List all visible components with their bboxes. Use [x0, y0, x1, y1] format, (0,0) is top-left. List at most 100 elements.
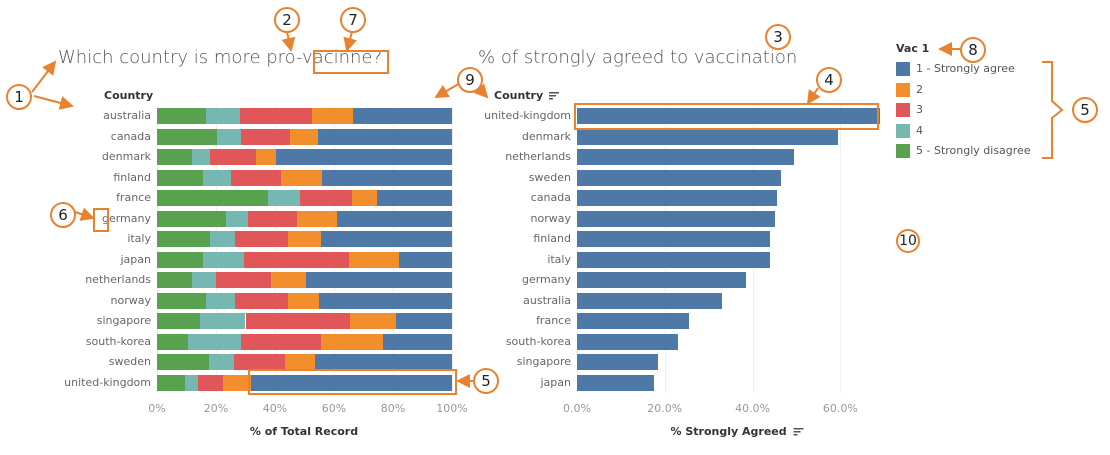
gridline [664, 106, 666, 393]
bar-segment[interactable] [270, 272, 306, 288]
bar-segment[interactable] [244, 251, 349, 268]
bar[interactable] [577, 272, 746, 288]
bar-segment[interactable] [223, 374, 252, 391]
bar-segment[interactable] [305, 272, 452, 288]
bar-segment[interactable] [376, 190, 452, 206]
bar-segment[interactable] [300, 190, 352, 206]
bar-segment[interactable] [157, 190, 268, 206]
left-row-header[interactable]: Country [104, 89, 154, 102]
bar-segment[interactable] [185, 374, 199, 391]
highlight-vacinne [313, 50, 389, 74]
sort-icon[interactable] [549, 90, 559, 103]
bar[interactable] [577, 292, 722, 309]
bar-segment[interactable] [320, 333, 383, 350]
bar-segment[interactable] [241, 128, 290, 145]
right-x-axis-title: % Strongly Agreed [670, 425, 787, 438]
bar-segment[interactable] [382, 333, 452, 350]
bar[interactable] [577, 374, 654, 391]
bar-segment[interactable] [157, 210, 227, 227]
bar-segment[interactable] [398, 251, 452, 268]
bar-segment[interactable] [233, 354, 286, 370]
bar-segment[interactable] [157, 313, 200, 329]
bar-segment[interactable] [157, 292, 206, 309]
annotation-10: 10 [896, 229, 920, 253]
bar-segment[interactable] [157, 272, 193, 288]
bar-segment[interactable] [317, 128, 452, 145]
bar-segment[interactable] [255, 149, 277, 165]
bar[interactable] [577, 210, 775, 227]
legend-label: 1 - Strongly agree [916, 62, 1015, 75]
bar-segment[interactable] [322, 169, 452, 186]
bar-segment[interactable] [353, 108, 452, 124]
bar-segment[interactable] [241, 333, 321, 350]
bar-segment[interactable] [235, 231, 289, 247]
category-label: norway [530, 211, 571, 225]
bar-segment[interactable] [230, 169, 281, 186]
bar[interactable] [577, 108, 880, 124]
bar-segment[interactable] [157, 354, 209, 370]
bar-segment[interactable] [208, 354, 234, 370]
bar-segment[interactable] [288, 292, 320, 309]
bar-segment[interactable] [199, 313, 246, 329]
bar-segment[interactable] [217, 128, 242, 145]
bar-segment[interactable] [311, 108, 354, 124]
bar-segment[interactable] [314, 354, 452, 370]
gridline [334, 106, 335, 393]
bar-segment[interactable] [157, 333, 188, 350]
bar[interactable] [577, 190, 777, 206]
bar-segment[interactable] [157, 108, 206, 124]
highlight-uk-blue-segment [248, 369, 457, 395]
bar-segment[interactable] [245, 313, 351, 329]
bar-segment[interactable] [192, 149, 211, 165]
bar-segment[interactable] [226, 210, 249, 227]
bar-segment[interactable] [350, 313, 396, 329]
annotation-1: 1 [6, 84, 32, 110]
bar-segment[interactable] [216, 272, 271, 288]
bar[interactable] [577, 231, 771, 247]
bar-segment[interactable] [205, 292, 236, 309]
sort-icon[interactable] [793, 426, 804, 439]
bar-segment[interactable] [235, 292, 289, 309]
bar-segment[interactable] [276, 149, 452, 165]
bar-segment[interactable] [157, 128, 218, 145]
bar[interactable] [577, 333, 678, 350]
bar[interactable] [577, 313, 689, 329]
bar-segment[interactable] [192, 272, 216, 288]
bar[interactable] [577, 251, 771, 268]
bar-segment[interactable] [202, 251, 245, 268]
bar[interactable] [577, 169, 782, 186]
bar-segment[interactable] [395, 313, 452, 329]
bar-segment[interactable] [157, 149, 193, 165]
bar-segment[interactable] [320, 231, 452, 247]
bar-segment[interactable] [348, 251, 399, 268]
bar-segment[interactable] [157, 251, 203, 268]
bar-segment[interactable] [336, 210, 452, 227]
bar-segment[interactable] [187, 333, 242, 350]
bar-segment[interactable] [210, 149, 256, 165]
bar-segment[interactable] [288, 231, 321, 247]
bar-segment[interactable] [285, 354, 315, 370]
bar-segment[interactable] [251, 374, 452, 391]
bar-segment[interactable] [267, 190, 301, 206]
bar-segment[interactable] [157, 169, 203, 186]
bar-segment[interactable] [210, 231, 236, 247]
bar-segment[interactable] [239, 108, 312, 124]
right-row-header[interactable]: Country [494, 89, 559, 103]
bar-segment[interactable] [289, 128, 318, 145]
bar-segment[interactable] [198, 374, 224, 391]
bar-segment[interactable] [202, 169, 231, 186]
bar-segment[interactable] [248, 210, 298, 227]
bar-segment[interactable] [280, 169, 323, 186]
gridline [393, 106, 394, 393]
bar-segment[interactable] [157, 374, 186, 391]
bar-segment[interactable] [297, 210, 337, 227]
bar-segment[interactable] [157, 231, 211, 247]
bar[interactable] [577, 128, 839, 145]
bar[interactable] [577, 354, 659, 370]
bar-segment[interactable] [351, 190, 377, 206]
bar-segment[interactable] [205, 108, 240, 124]
category-label: germany [521, 273, 571, 286]
category-label: canada [530, 191, 571, 204]
bar-segment[interactable] [319, 292, 452, 309]
bar[interactable] [577, 149, 795, 165]
